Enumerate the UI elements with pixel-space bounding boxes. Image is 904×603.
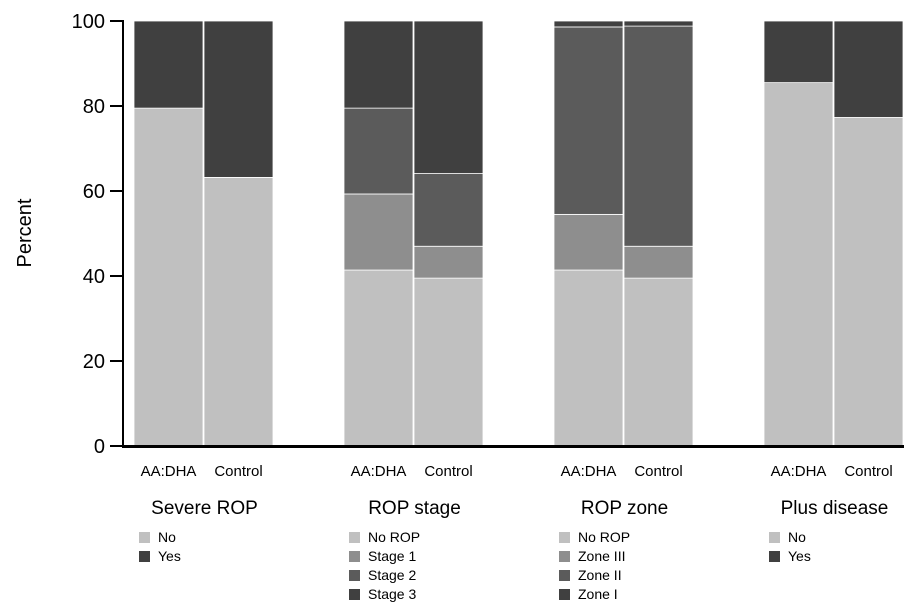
legend-swatch bbox=[349, 532, 360, 543]
y-tick-label: 100 bbox=[72, 11, 105, 33]
y-tick-label: 20 bbox=[83, 351, 105, 373]
bar-segment-2-2-2 bbox=[413, 245, 484, 279]
legend-swatch bbox=[349, 589, 360, 600]
bar-segment-2-2-3 bbox=[413, 173, 484, 247]
bar-segment-2-1-4 bbox=[343, 20, 414, 109]
labels-layer: AA:DHA Control Severe ROP No Yes AA:DHA Contro… bbox=[139, 463, 893, 602]
bar-segment-4-1-1 bbox=[763, 82, 834, 447]
bar-segment-3-2-4 bbox=[623, 20, 694, 27]
bar-segment-3-1-2 bbox=[553, 213, 624, 271]
bar-segment-3-1-3 bbox=[553, 26, 624, 215]
bar-segment-1-2-2 bbox=[203, 20, 274, 178]
legend-swatch bbox=[349, 551, 360, 562]
legend-swatch bbox=[559, 589, 570, 600]
legend-swatch bbox=[559, 551, 570, 562]
bars-layer bbox=[133, 20, 904, 447]
y-tick-label: 60 bbox=[83, 181, 105, 203]
legend-label: Yes bbox=[158, 548, 181, 564]
y-tick-label: 0 bbox=[94, 436, 105, 458]
legend-label: Zone III bbox=[578, 548, 625, 564]
bar-segment-2-1-2 bbox=[343, 193, 414, 271]
legend-swatch bbox=[769, 551, 780, 562]
y-tick-label: 80 bbox=[83, 96, 105, 118]
bar-segment-2-1-3 bbox=[343, 107, 414, 195]
legend-label: No bbox=[788, 529, 806, 545]
legend-label: Stage 2 bbox=[368, 567, 416, 583]
legend-label: Zone I bbox=[578, 586, 618, 602]
category-label: AA:DHA bbox=[351, 463, 407, 480]
legend-label: Stage 3 bbox=[368, 586, 416, 602]
y-axis-label: Percent bbox=[14, 198, 36, 267]
legend-swatch bbox=[769, 532, 780, 543]
bar-segment-3-1-4 bbox=[553, 20, 624, 28]
bar-segment-1-2-1 bbox=[203, 176, 274, 447]
axis-layer: 0 20 40 60 80 100 bbox=[72, 11, 904, 458]
bar-segment-2-1-1 bbox=[343, 269, 414, 447]
legend-label: Zone II bbox=[578, 567, 622, 583]
category-label: AA:DHA bbox=[141, 463, 197, 480]
legend-swatch bbox=[559, 532, 570, 543]
legend-swatch bbox=[349, 570, 360, 581]
bar-segment-4-1-2 bbox=[763, 20, 834, 84]
legend-label: No bbox=[158, 529, 176, 545]
category-label: Control bbox=[214, 463, 262, 480]
bar-segment-3-1-1 bbox=[553, 269, 624, 447]
bar-segment-4-2-1 bbox=[833, 117, 904, 447]
category-label: Control bbox=[634, 463, 682, 480]
legend-swatch bbox=[139, 551, 150, 562]
y-tick-label: 40 bbox=[83, 266, 105, 288]
bar-segment-3-2-2 bbox=[623, 245, 694, 279]
bar-segment-3-2-1 bbox=[623, 277, 694, 447]
panel-title: ROP stage bbox=[368, 498, 461, 519]
bar-segment-1-1-1 bbox=[133, 107, 204, 447]
legend-label: No ROP bbox=[368, 529, 420, 545]
category-label: AA:DHA bbox=[771, 463, 827, 480]
legend-label: Stage 1 bbox=[368, 548, 416, 564]
panel-title: Severe ROP bbox=[151, 498, 258, 519]
bar-segment-1-1-2 bbox=[133, 20, 204, 109]
bar-segment-2-2-1 bbox=[413, 277, 484, 447]
legend-label: No ROP bbox=[578, 529, 630, 545]
category-label: Control bbox=[844, 463, 892, 480]
bar-segment-2-2-4 bbox=[413, 20, 484, 174]
category-label: Control bbox=[424, 463, 472, 480]
legend-swatch bbox=[559, 570, 570, 581]
bar-segment-3-2-3 bbox=[623, 25, 694, 247]
legend-swatch bbox=[139, 532, 150, 543]
panel-title: ROP zone bbox=[581, 498, 668, 519]
category-label: AA:DHA bbox=[561, 463, 617, 480]
bar-segment-4-2-2 bbox=[833, 20, 904, 118]
panel-title: Plus disease bbox=[781, 498, 889, 519]
legend-label: Yes bbox=[788, 548, 811, 564]
